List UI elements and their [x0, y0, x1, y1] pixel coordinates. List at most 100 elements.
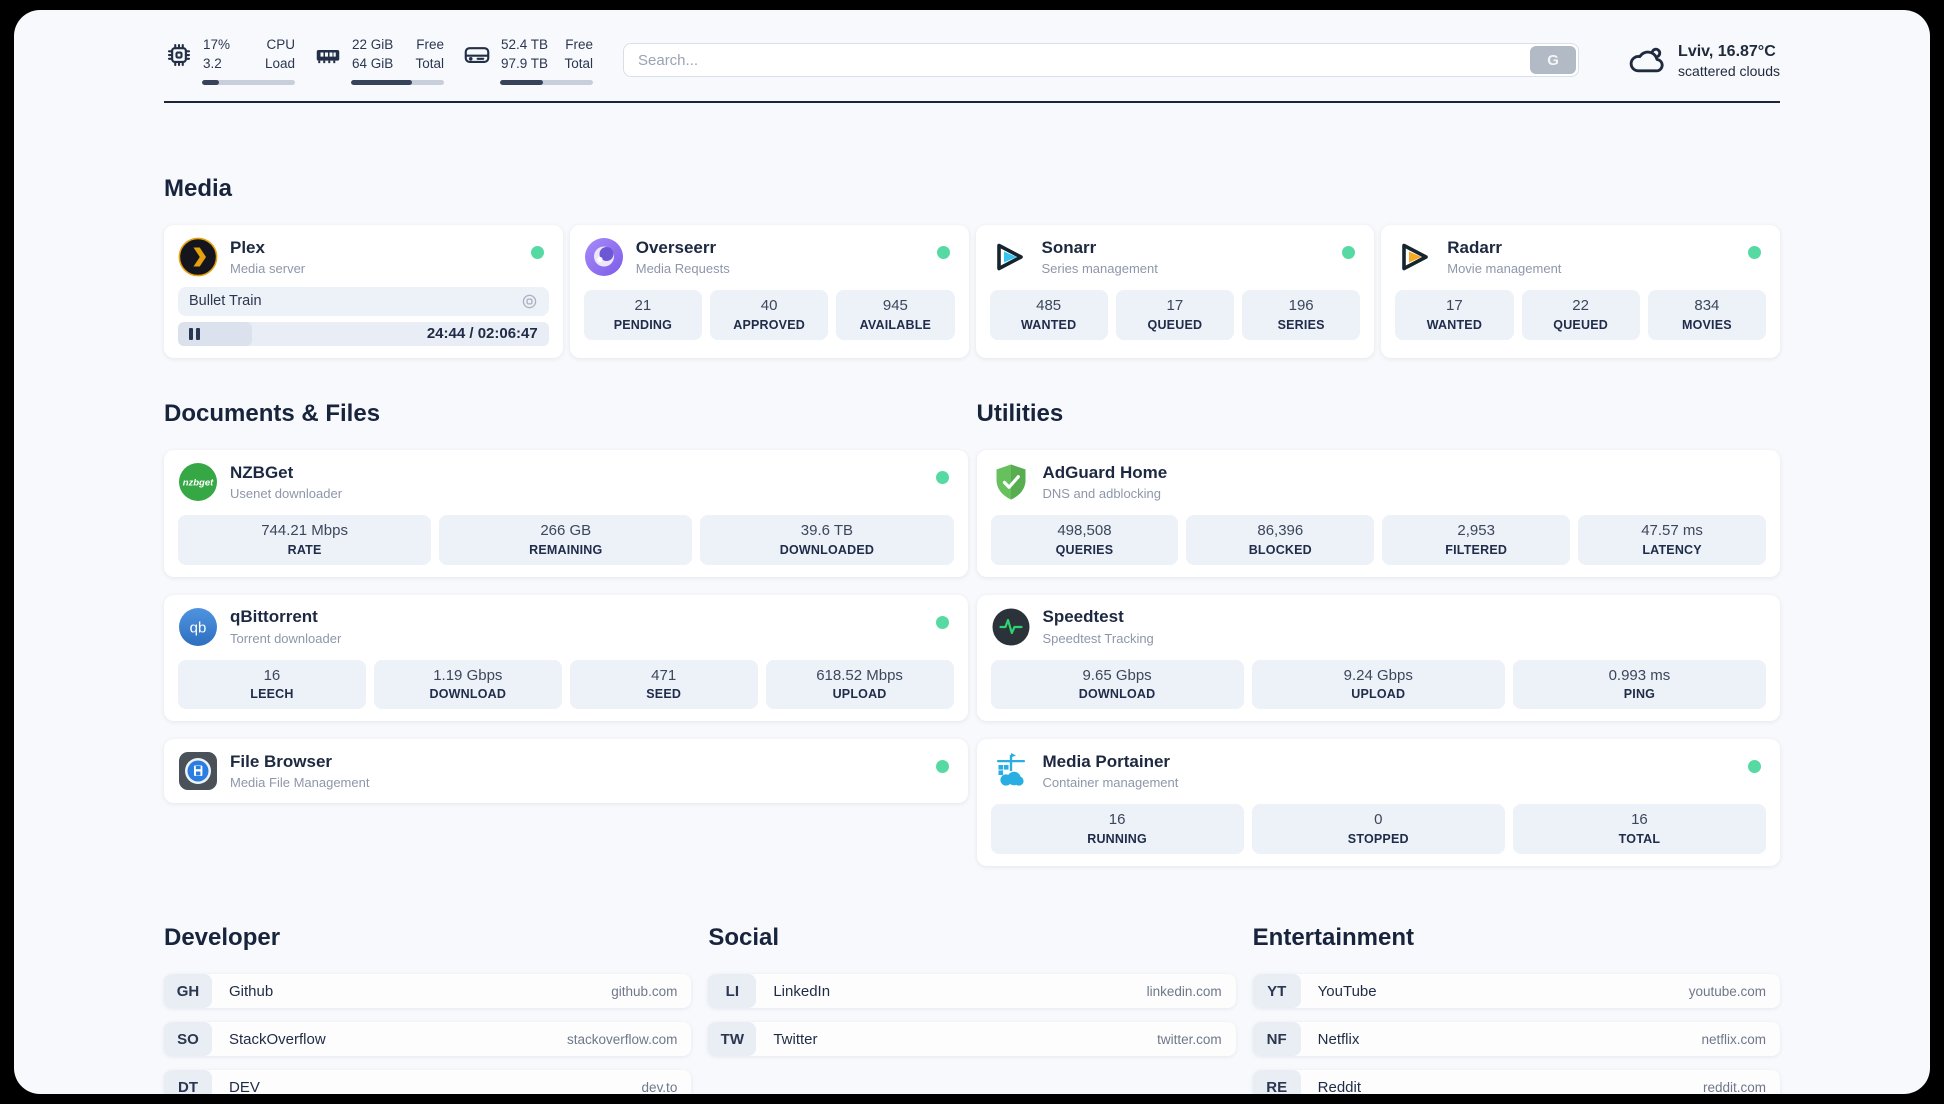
stat-label: AVAILABLE: [859, 317, 932, 332]
bookmark-url: twitter.com: [1157, 1031, 1222, 1047]
cpu-percent: 17%: [203, 37, 231, 52]
bookmark-youtube[interactable]: YT YouTube youtube.com: [1252, 974, 1780, 1009]
app-card-adguard[interactable]: AdGuard Home DNS and adblocking 498,508 …: [976, 449, 1780, 577]
stat-value: 196: [1288, 296, 1314, 314]
system-stats: 17% 3.2 CPU Load: [164, 36, 593, 85]
bookmark-abbr: YT: [1252, 974, 1301, 1009]
stat-label: MOVIES: [1681, 317, 1732, 332]
app-name: Radarr: [1447, 237, 1503, 257]
bookmark-label: Reddit: [1317, 1078, 1362, 1094]
stat-value: 498,508: [1057, 521, 1112, 539]
section-title-documents: Documents & Files: [164, 399, 381, 427]
cpu-progress-bar: [202, 79, 295, 85]
bookmark-abbr: LI: [708, 974, 757, 1009]
cpu-label-1: CPU: [266, 37, 295, 52]
app-name: qBittorrent: [230, 607, 318, 627]
stat-seed: 471 SEED: [569, 659, 758, 710]
app-name: Plex: [230, 237, 265, 257]
nzbget-icon: nzbget: [178, 462, 218, 502]
bookmark-abbr: SO: [164, 1022, 212, 1057]
qbittorrent-icon: qb: [178, 607, 218, 647]
stat-label: RATE: [287, 542, 322, 557]
bookmark-url: reddit.com: [1702, 1079, 1766, 1094]
bookmark-label: DEV: [229, 1078, 260, 1094]
app-name: AdGuard Home: [1042, 462, 1168, 482]
search-input[interactable]: [623, 43, 1580, 78]
bookmark-twitter[interactable]: TW Twitter twitter.com: [708, 1022, 1236, 1057]
stat-label: DOWNLOAD: [429, 687, 507, 702]
stat-download: 9.65 Gbps DOWNLOAD: [990, 659, 1244, 710]
bookmark-abbr: GH: [164, 974, 212, 1009]
app-description: Movie management: [1447, 260, 1562, 276]
stat-label: QUEUED: [1147, 317, 1203, 332]
weather-location: Lviv, 16.87°C: [1678, 42, 1776, 60]
stat-label: PING: [1623, 687, 1656, 702]
app-card-portainer[interactable]: Media Portainer Container management 16 …: [976, 739, 1780, 867]
bookmark-abbr: RE: [1252, 1070, 1301, 1094]
app-card-plex[interactable]: Plex Media server Bullet Train: [164, 224, 563, 358]
section-title-media: Media: [164, 174, 233, 202]
app-card-radarr[interactable]: Radarr Movie management 17 WANTED 22 QUE…: [1381, 224, 1780, 358]
cpu-label-2: Load: [264, 55, 295, 71]
stat-running: 16 RUNNING: [990, 804, 1244, 855]
bookmark-linkedin[interactable]: LI LinkedIn linkedin.com: [708, 974, 1236, 1009]
stat-remaining: 266 GB REMAINING: [439, 514, 693, 565]
app-card-speedtest[interactable]: Speedtest Speedtest Tracking 9.65 Gbps D…: [976, 594, 1780, 722]
stat-leech: 16 LEECH: [178, 659, 366, 710]
bookmark-github[interactable]: GH Github github.com: [164, 974, 692, 1009]
bookmark-url: github.com: [611, 983, 678, 999]
stat-label: DOWNLOAD: [1078, 687, 1156, 702]
status-indicator: [935, 760, 949, 774]
search-engine-button[interactable]: G: [1530, 46, 1577, 75]
bookmark-group-social: Social LI LinkedIn linkedin.com TW Twitt…: [708, 924, 1236, 1094]
stat-movies: 834 MOVIES: [1647, 289, 1766, 340]
disk-total: 97.9 TB: [501, 55, 549, 71]
app-description: Media server: [230, 260, 306, 276]
stat-label: SEED: [646, 687, 682, 702]
app-card-nzbget[interactable]: nzbget NZBGet Usenet downloader 744.21 M…: [164, 449, 968, 577]
dashboard-page: 17% 3.2 CPU Load: [14, 10, 1930, 1094]
stat-label: DOWNLOADED: [779, 542, 875, 557]
stat-pending: 21 PENDING: [583, 289, 702, 340]
stat-available: 945 AVAILABLE: [836, 289, 955, 340]
stat-label: LATENCY: [1642, 542, 1702, 557]
app-card-overseerr[interactable]: Overseerr Media Requests 21 PENDING 40 A…: [569, 224, 969, 358]
bookmark-url: netflix.com: [1701, 1031, 1766, 1047]
bookmark-label: LinkedIn: [773, 982, 831, 1000]
app-card-filebrowser[interactable]: File Browser Media File Management: [164, 739, 968, 804]
bookmark-netflix[interactable]: NF Netflix netflix.com: [1252, 1022, 1780, 1057]
adguard-icon: [991, 462, 1031, 502]
stat-label: BLOCKED: [1248, 542, 1312, 557]
playback-progress-row: 24:44 / 02:06:47: [178, 321, 549, 346]
portainer-icon: [991, 751, 1031, 791]
app-description: Media Requests: [635, 260, 730, 276]
bookmark-label: StackOverflow: [229, 1030, 326, 1048]
bookmark-label: Twitter: [773, 1030, 818, 1048]
app-description: Speedtest Tracking: [1042, 630, 1154, 646]
ram-icon: [313, 40, 343, 70]
stat-value: 9.24 Gbps: [1343, 666, 1413, 684]
playback-time: 24:44 / 02:06:47: [426, 325, 538, 343]
stat-value: 1.19 Gbps: [433, 666, 503, 684]
app-card-qbittorrent[interactable]: qb qBittorrent Torrent downloader 16 LEE…: [164, 594, 968, 722]
bookmark-reddit[interactable]: RE Reddit reddit.com: [1252, 1070, 1780, 1094]
pause-icon[interactable]: [189, 327, 200, 340]
app-name: File Browser: [230, 752, 333, 772]
bookmark-group-developer: Developer GH Github github.com SO StackO…: [164, 924, 692, 1094]
bookmark-url: linkedin.com: [1146, 983, 1222, 999]
sonarr-icon: [990, 237, 1030, 277]
bookmark-stackoverflow[interactable]: SO StackOverflow stackoverflow.com: [164, 1022, 692, 1057]
stat-label: TOTAL: [1618, 832, 1661, 847]
bookmark-url: dev.to: [641, 1079, 678, 1094]
stat-label: FILTERED: [1445, 542, 1508, 557]
now-playing-row: Bullet Train: [178, 286, 549, 316]
disk-label-2: Total: [564, 55, 593, 71]
bookmark-dev[interactable]: DT DEV dev.to: [164, 1070, 692, 1094]
stat-upload: 9.24 Gbps UPLOAD: [1251, 659, 1505, 710]
section-title-entertainment: Entertainment: [1252, 924, 1415, 952]
stat-series: 196 SERIES: [1242, 289, 1361, 340]
app-card-sonarr[interactable]: Sonarr Series management 485 WANTED 17 Q…: [975, 224, 1375, 358]
status-indicator: [936, 245, 950, 259]
status-indicator: [935, 615, 949, 629]
stat-value: 266 GB: [540, 521, 592, 539]
